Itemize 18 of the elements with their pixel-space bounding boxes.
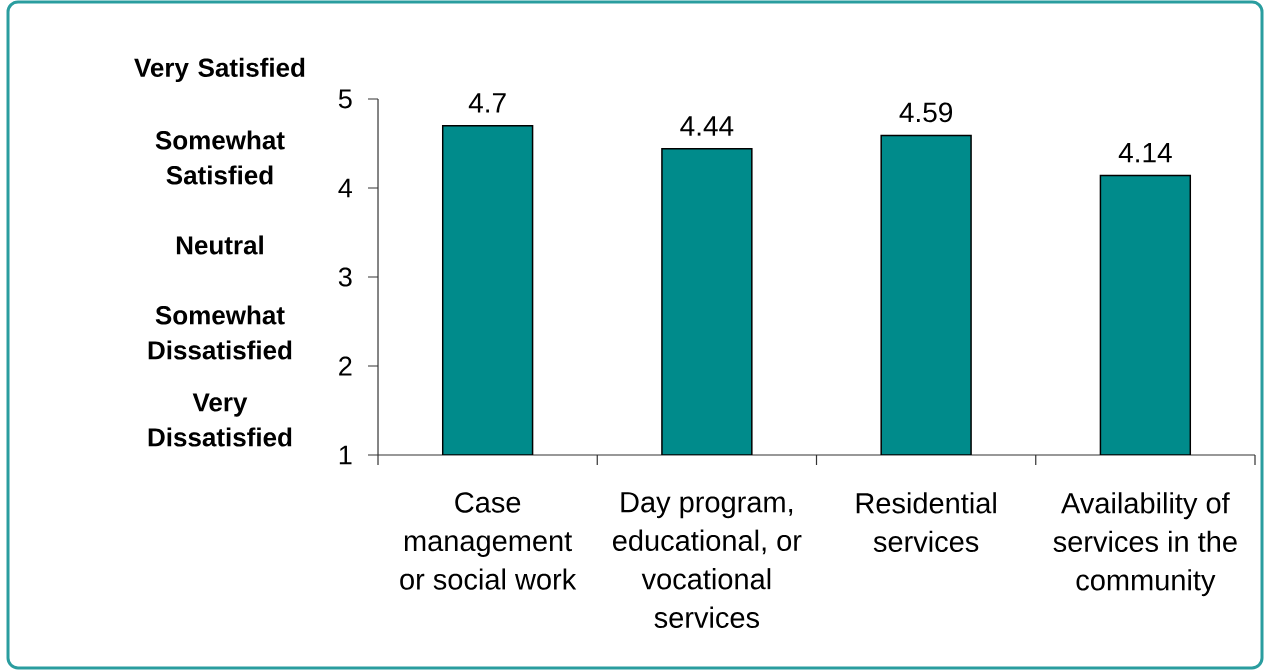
x-tick-label: Case management or social work (400, 492, 577, 590)
text: Neutral (176, 235, 263, 255)
x-tick-label: Availability of services in the community (1053, 492, 1237, 597)
text: Very Dissatisfied (148, 393, 292, 447)
text: Very Satisfied (134, 57, 305, 83)
text: Somewhat Satisfied (155, 130, 285, 185)
y-tick-label: 5 (338, 89, 352, 109)
data-label: 4.59 (899, 102, 953, 123)
y-tick-label: 1 (339, 445, 352, 465)
y-tick-label: 3 (338, 267, 352, 287)
data-label: 4.14 (1118, 143, 1172, 163)
x-tick-label: Residential services (856, 492, 996, 552)
data-label: 4.44 (680, 116, 734, 136)
y-tick-label: 4 (338, 178, 353, 198)
data-label: 4.7 (468, 93, 506, 113)
x-tick-label: Day program, educational, or vocational services (613, 492, 802, 628)
text: Somewhat Dissatisfied (148, 305, 292, 360)
y-tick-label: 2 (339, 356, 352, 376)
